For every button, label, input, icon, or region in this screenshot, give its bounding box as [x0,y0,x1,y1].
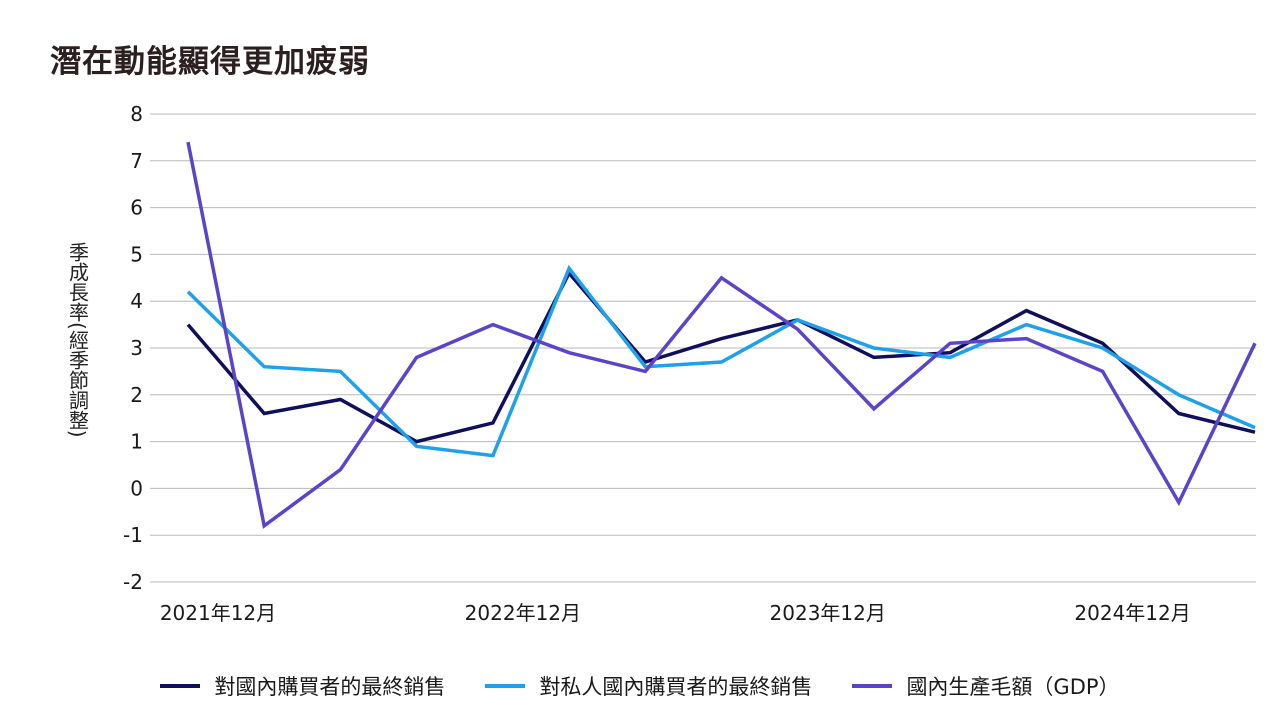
legend-swatch [160,684,201,688]
y-tick-label: 8 [130,102,143,126]
series-line-1 [186,264,1256,458]
legend-swatch [485,684,526,688]
y-tick-label: 7 [130,149,143,173]
x-tick-label: 2024年12月 [1074,601,1190,625]
series-line-2 [186,141,1257,529]
y-tick-label: 2 [130,383,143,407]
y-tick-label: -1 [123,523,143,547]
y-tick-label: 0 [130,476,143,500]
y-tick-label: 4 [130,289,143,313]
legend-label: 對國內購買者的最終銷售 [214,675,446,699]
series-lines [186,141,1257,529]
y-axis-label: 季成長率(經季節調整) [65,242,90,438]
x-axis-ticks: 2021年12月 2022年12月 2023年12月 2024年12月 [160,601,1191,625]
legend-swatch [852,684,893,688]
x-tick-label: 2023年12月 [770,601,886,625]
x-tick-label: 2021年12月 [160,601,276,625]
y-tick-label: 5 [130,242,143,266]
y-tick-label: -2 [123,570,143,594]
gridlines [150,113,1256,583]
legend-label: 國內生產毛額（GDP） [906,675,1120,699]
y-tick-label: 6 [130,196,143,220]
legend-label: 對私人國內購買者的最終銷售 [539,675,813,699]
legend-item-private-final-sales: 對私人國內購買者的最終銷售 [485,671,812,701]
legend-item-gdp: 國內生產毛額（GDP） [852,671,1120,701]
x-tick-label: 2022年12月 [465,601,581,625]
y-axis-ticks: -2 -1 0 1 2 3 4 5 6 7 8 [123,102,143,594]
legend-item-domestic-final-sales: 對國內購買者的最終銷售 [160,671,445,701]
y-tick-label: 3 [130,336,143,360]
legend: 對國內購買者的最終銷售 對私人國內購買者的最終銷售 國內生產毛額（GDP） [0,668,1280,704]
y-tick-label: 1 [130,430,143,454]
series-line-0 [186,269,1256,444]
chart-title: 潛在動能顯得更加疲弱 [50,44,370,80]
